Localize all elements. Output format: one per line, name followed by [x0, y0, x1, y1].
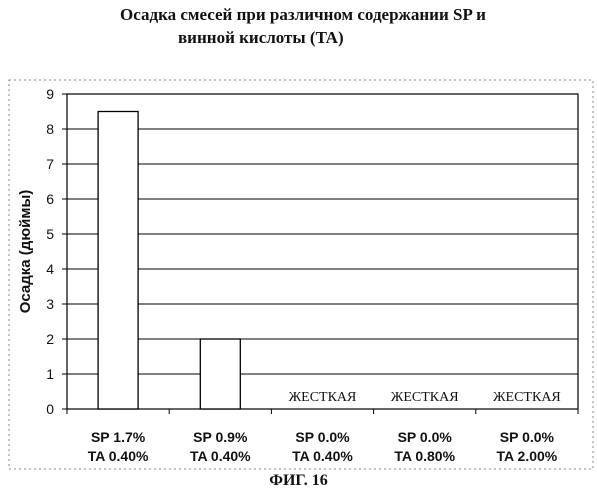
y-tick-label: 5	[46, 226, 54, 242]
bar-annotation: ЖЕСТКАЯ	[493, 390, 561, 405]
bar-annotation: ЖЕСТКАЯ	[391, 390, 459, 405]
bar	[98, 112, 138, 410]
bar	[200, 339, 240, 409]
bar-annotation: ЖЕСТКАЯ	[289, 390, 357, 405]
category-label-line-1: SP 0.9%	[193, 429, 248, 445]
category-label-line-2: TA 0.40%	[292, 448, 353, 464]
y-tick-label: 0	[46, 401, 54, 417]
y-axis-label: Осадка (дюймы)	[17, 190, 34, 314]
category-label-line-2: TA 0.40%	[88, 448, 149, 464]
category-label-line-2: TA 0.40%	[190, 448, 251, 464]
category-label-line-1: SP 0.0%	[500, 429, 555, 445]
y-tick-label: 3	[46, 296, 54, 312]
y-tick-label: 7	[46, 156, 54, 172]
plot-area	[67, 94, 578, 409]
y-tick-label: 1	[46, 366, 54, 382]
category-label-line-2: TA 0.80%	[394, 448, 455, 464]
y-tick-label: 4	[46, 261, 54, 277]
category-label-line-1: SP 1.7%	[91, 429, 146, 445]
category-label-line-1: SP 0.0%	[295, 429, 350, 445]
figure-caption: ФИГ. 16	[0, 472, 597, 490]
y-tick-label: 2	[46, 331, 54, 347]
category-label-line-1: SP 0.0%	[398, 429, 453, 445]
y-tick-label: 6	[46, 191, 54, 207]
y-tick-label: 9	[46, 86, 54, 102]
y-tick-label: 8	[46, 121, 54, 137]
category-label-line-2: TA 2.00%	[497, 448, 558, 464]
chart-area-border	[9, 80, 593, 469]
